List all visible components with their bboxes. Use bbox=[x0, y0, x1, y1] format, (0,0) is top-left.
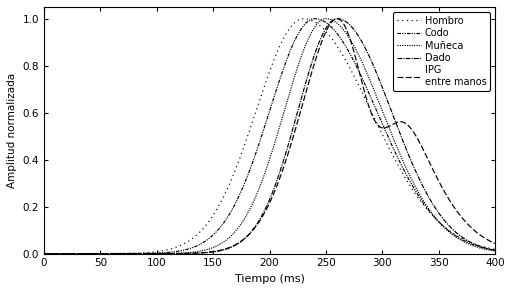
Legend: Hombro, Codo, Muñeca, Dado, IPG
entre manos: Hombro, Codo, Muñeca, Dado, IPG entre ma… bbox=[393, 12, 490, 91]
X-axis label: Tiempo (ms): Tiempo (ms) bbox=[234, 274, 305, 284]
Y-axis label: Amplitud normalizada: Amplitud normalizada bbox=[7, 73, 17, 188]
